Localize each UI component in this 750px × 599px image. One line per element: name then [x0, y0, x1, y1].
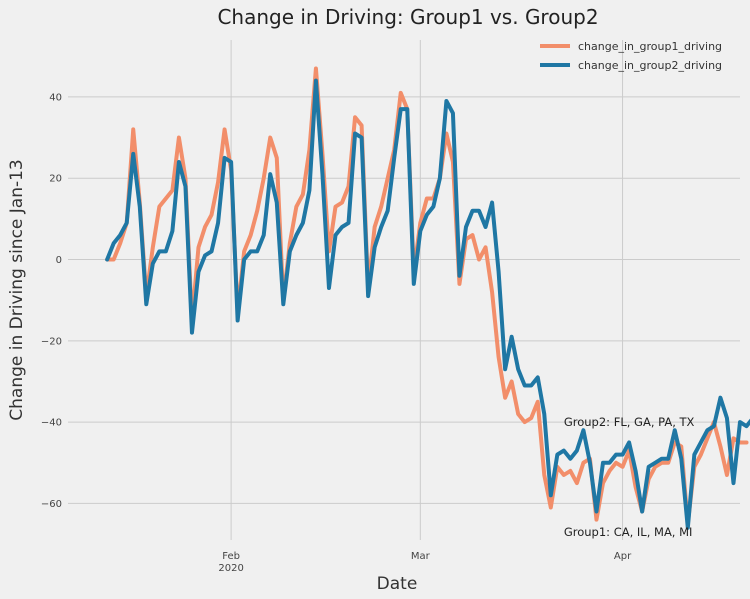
y-axis-label: Change in Driving since Jan-13: [7, 159, 27, 420]
series-line-2: [105, 78, 750, 530]
y-tick-label: −20: [41, 336, 62, 347]
y-tick-label: 20: [49, 174, 62, 185]
x-tick-label: Apr: [614, 551, 632, 562]
x-tick-label: Feb: [222, 551, 240, 562]
x-tick-label: Mar: [411, 551, 431, 562]
annotation-group1: Group1: CA, IL, MA, MI: [564, 525, 693, 539]
legend-label-group2: change_in_group2_driving: [578, 59, 722, 72]
y-tick-label: 40: [49, 92, 62, 103]
series-layer: [105, 66, 750, 530]
x-tick-sublabel: 2020: [218, 563, 243, 574]
y-tick-label: 0: [56, 255, 62, 266]
annotation-group2: Group2: FL, GA, PA, TX: [564, 415, 695, 429]
legend-label-group1: change_in_group1_driving: [578, 40, 722, 53]
y-tick-label: −40: [41, 418, 62, 429]
chart-title: Change in Driving: Group1 vs. Group2: [217, 5, 598, 29]
grid-layer: [68, 40, 740, 540]
y-tick-label: −60: [41, 499, 62, 510]
x-axis-label: Date: [377, 574, 418, 594]
legend: change_in_group1_driving change_in_group…: [540, 40, 722, 72]
series-line-1: [105, 66, 749, 526]
